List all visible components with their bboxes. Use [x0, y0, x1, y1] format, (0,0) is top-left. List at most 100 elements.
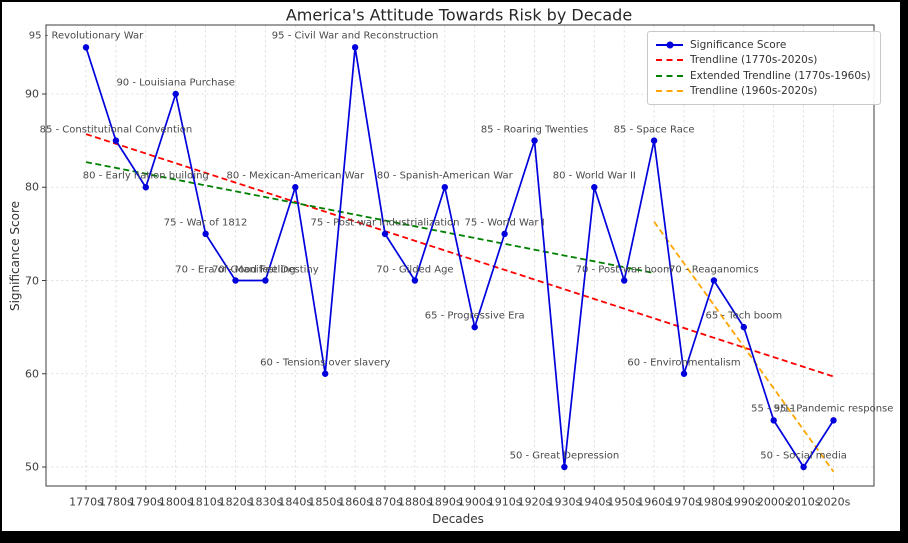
point-annotation: 95 - Revolutionary War	[28, 30, 144, 42]
point-annotation: 90 - Louisiana Purchase	[116, 77, 235, 89]
point-annotation: 75 - Post-war Industrialization	[310, 217, 460, 229]
point-annotation: 75 - War of 1812	[163, 217, 248, 229]
x-tick-label: 1770s	[69, 495, 103, 509]
data-point-marker	[740, 323, 747, 331]
point-annotation: 70 - Manifest Destiny	[212, 264, 319, 275]
trendline	[85, 161, 655, 274]
point-annotation: 70 - Reaganomics	[669, 264, 759, 275]
legend-dashed-line-icon	[656, 55, 683, 65]
legend-entry: Trendline (1770s-2020s)	[656, 53, 871, 69]
data-point-marker	[531, 137, 538, 144]
x-tick-label: 1940s	[577, 495, 612, 509]
x-tick-label: 1910s	[487, 495, 522, 509]
data-point-marker	[202, 230, 209, 238]
x-tick-label: 1790s	[128, 495, 163, 509]
x-tick-label: 1930s	[547, 495, 582, 509]
trendline	[653, 221, 835, 473]
data-point-marker	[232, 277, 239, 284]
data-point-marker	[381, 230, 389, 238]
y-tick-label: 60	[25, 367, 39, 381]
point-annotation: 80 - Early nation building	[82, 170, 209, 182]
data-point-marker	[710, 277, 718, 284]
legend-line-marker-icon	[656, 40, 683, 50]
chart-title: America's Attitude Towards Risk by Decad…	[285, 5, 633, 25]
x-tick-label: 1820s	[218, 495, 253, 509]
legend-dashed-line-icon	[656, 86, 683, 96]
point-annotation: 70 - Gilded Age	[376, 264, 454, 275]
point-annotation: 65 - Progressive Era	[424, 310, 525, 322]
point-annotation: 60 - Tensions over slavery	[260, 357, 391, 369]
x-tick-label: 1810s	[188, 495, 223, 509]
x-tick-label: 1950s	[607, 495, 642, 509]
y-tick-label: 50	[25, 460, 39, 474]
x-tick-label: 1990s	[726, 495, 761, 509]
y-axis-label: Significance Score	[8, 200, 22, 312]
x-axis-label: Decades	[432, 512, 484, 526]
legend-label: Trendline (1770s-2020s)	[690, 54, 818, 67]
x-tick-label: 2010s	[786, 495, 821, 509]
y-tick-label: 90	[25, 87, 39, 101]
data-point-marker	[501, 230, 508, 238]
point-annotation: 60 - Environmentalism	[627, 357, 741, 369]
point-annotation: 70 - Era of Good Feeling	[175, 264, 296, 275]
x-tick-label: 1870s	[368, 495, 402, 509]
point-annotation: 80 - Mexican-American War	[226, 170, 365, 182]
point-annotation: 65 - Tech boom	[705, 310, 783, 322]
x-tick-label: 1970s	[667, 495, 701, 509]
x-tick-label: 1980s	[697, 495, 731, 509]
legend-label: Significance Score	[690, 38, 787, 51]
x-tick-label: 1850s	[308, 495, 343, 509]
data-point-marker	[680, 370, 688, 377]
data-point-marker	[82, 44, 90, 51]
y-tick-label: 80	[25, 180, 39, 194]
point-annotation: 80 - Spanish-American War	[376, 170, 513, 182]
legend: Significance Score Trendline (1770s-2020s…	[647, 31, 881, 105]
x-tick-label: 1840s	[278, 495, 313, 509]
data-point-marker	[800, 463, 807, 471]
point-annotation: 85 - Constitutional Convention	[39, 124, 193, 136]
point-annotation: 50 - Great Depression	[509, 450, 620, 462]
point-annotation: 80 - World War II	[552, 170, 636, 182]
data-point-marker	[411, 277, 419, 284]
data-point-marker	[112, 137, 120, 144]
data-point-marker	[322, 370, 329, 377]
point-annotation: 50 - Social media	[760, 450, 847, 462]
data-point-marker	[292, 184, 299, 191]
x-tick-label: 1920s	[517, 495, 552, 509]
x-tick-label: 1960s	[637, 495, 671, 509]
x-tick-label: 1830s	[248, 495, 283, 509]
x-tick-label: 1900s	[457, 495, 492, 509]
x-tick-label: 1880s	[398, 495, 432, 509]
data-point-marker	[830, 417, 837, 424]
legend-dashed-line-icon	[656, 71, 683, 81]
legend-entry: Extended Trendline (1770s-1960s)	[656, 68, 871, 84]
point-annotation: 85 - Roaring Twenties	[480, 124, 589, 136]
data-point-marker	[262, 277, 269, 284]
legend-entry: Trendline (1960s-2020s)	[656, 84, 871, 100]
data-point-marker	[142, 184, 149, 191]
point-annotation: 55 - Pandemic response	[773, 403, 894, 415]
point-annotation: 85 - Space Race	[613, 124, 695, 136]
x-tick-label: 1860s	[338, 495, 372, 509]
legend-entry: Significance Score	[656, 37, 871, 53]
series-line	[85, 46, 835, 468]
data-point-marker	[591, 184, 598, 191]
data-point-marker	[561, 463, 568, 471]
x-tick-label: 1780s	[99, 495, 133, 509]
data-point-marker	[621, 277, 628, 284]
data-point-marker	[172, 90, 179, 98]
x-tick-label: 1800s	[158, 495, 193, 509]
x-tick-label: 1890s	[427, 495, 462, 509]
legend-label: Trendline (1960s-2020s)	[690, 85, 818, 98]
point-annotation: 75 - World War I	[464, 217, 545, 229]
data-point-marker	[471, 323, 478, 331]
data-point-marker	[351, 44, 359, 51]
point-annotation: 55 - 9/11	[751, 403, 797, 415]
x-tick-label: 2020s	[816, 495, 851, 509]
data-point-marker	[441, 184, 448, 191]
y-tick-label: 70	[25, 274, 39, 287]
legend-label: Extended Trendline (1770s-1960s)	[690, 69, 871, 82]
data-point-marker	[650, 137, 658, 144]
x-tick-label: 2000s	[756, 495, 791, 509]
